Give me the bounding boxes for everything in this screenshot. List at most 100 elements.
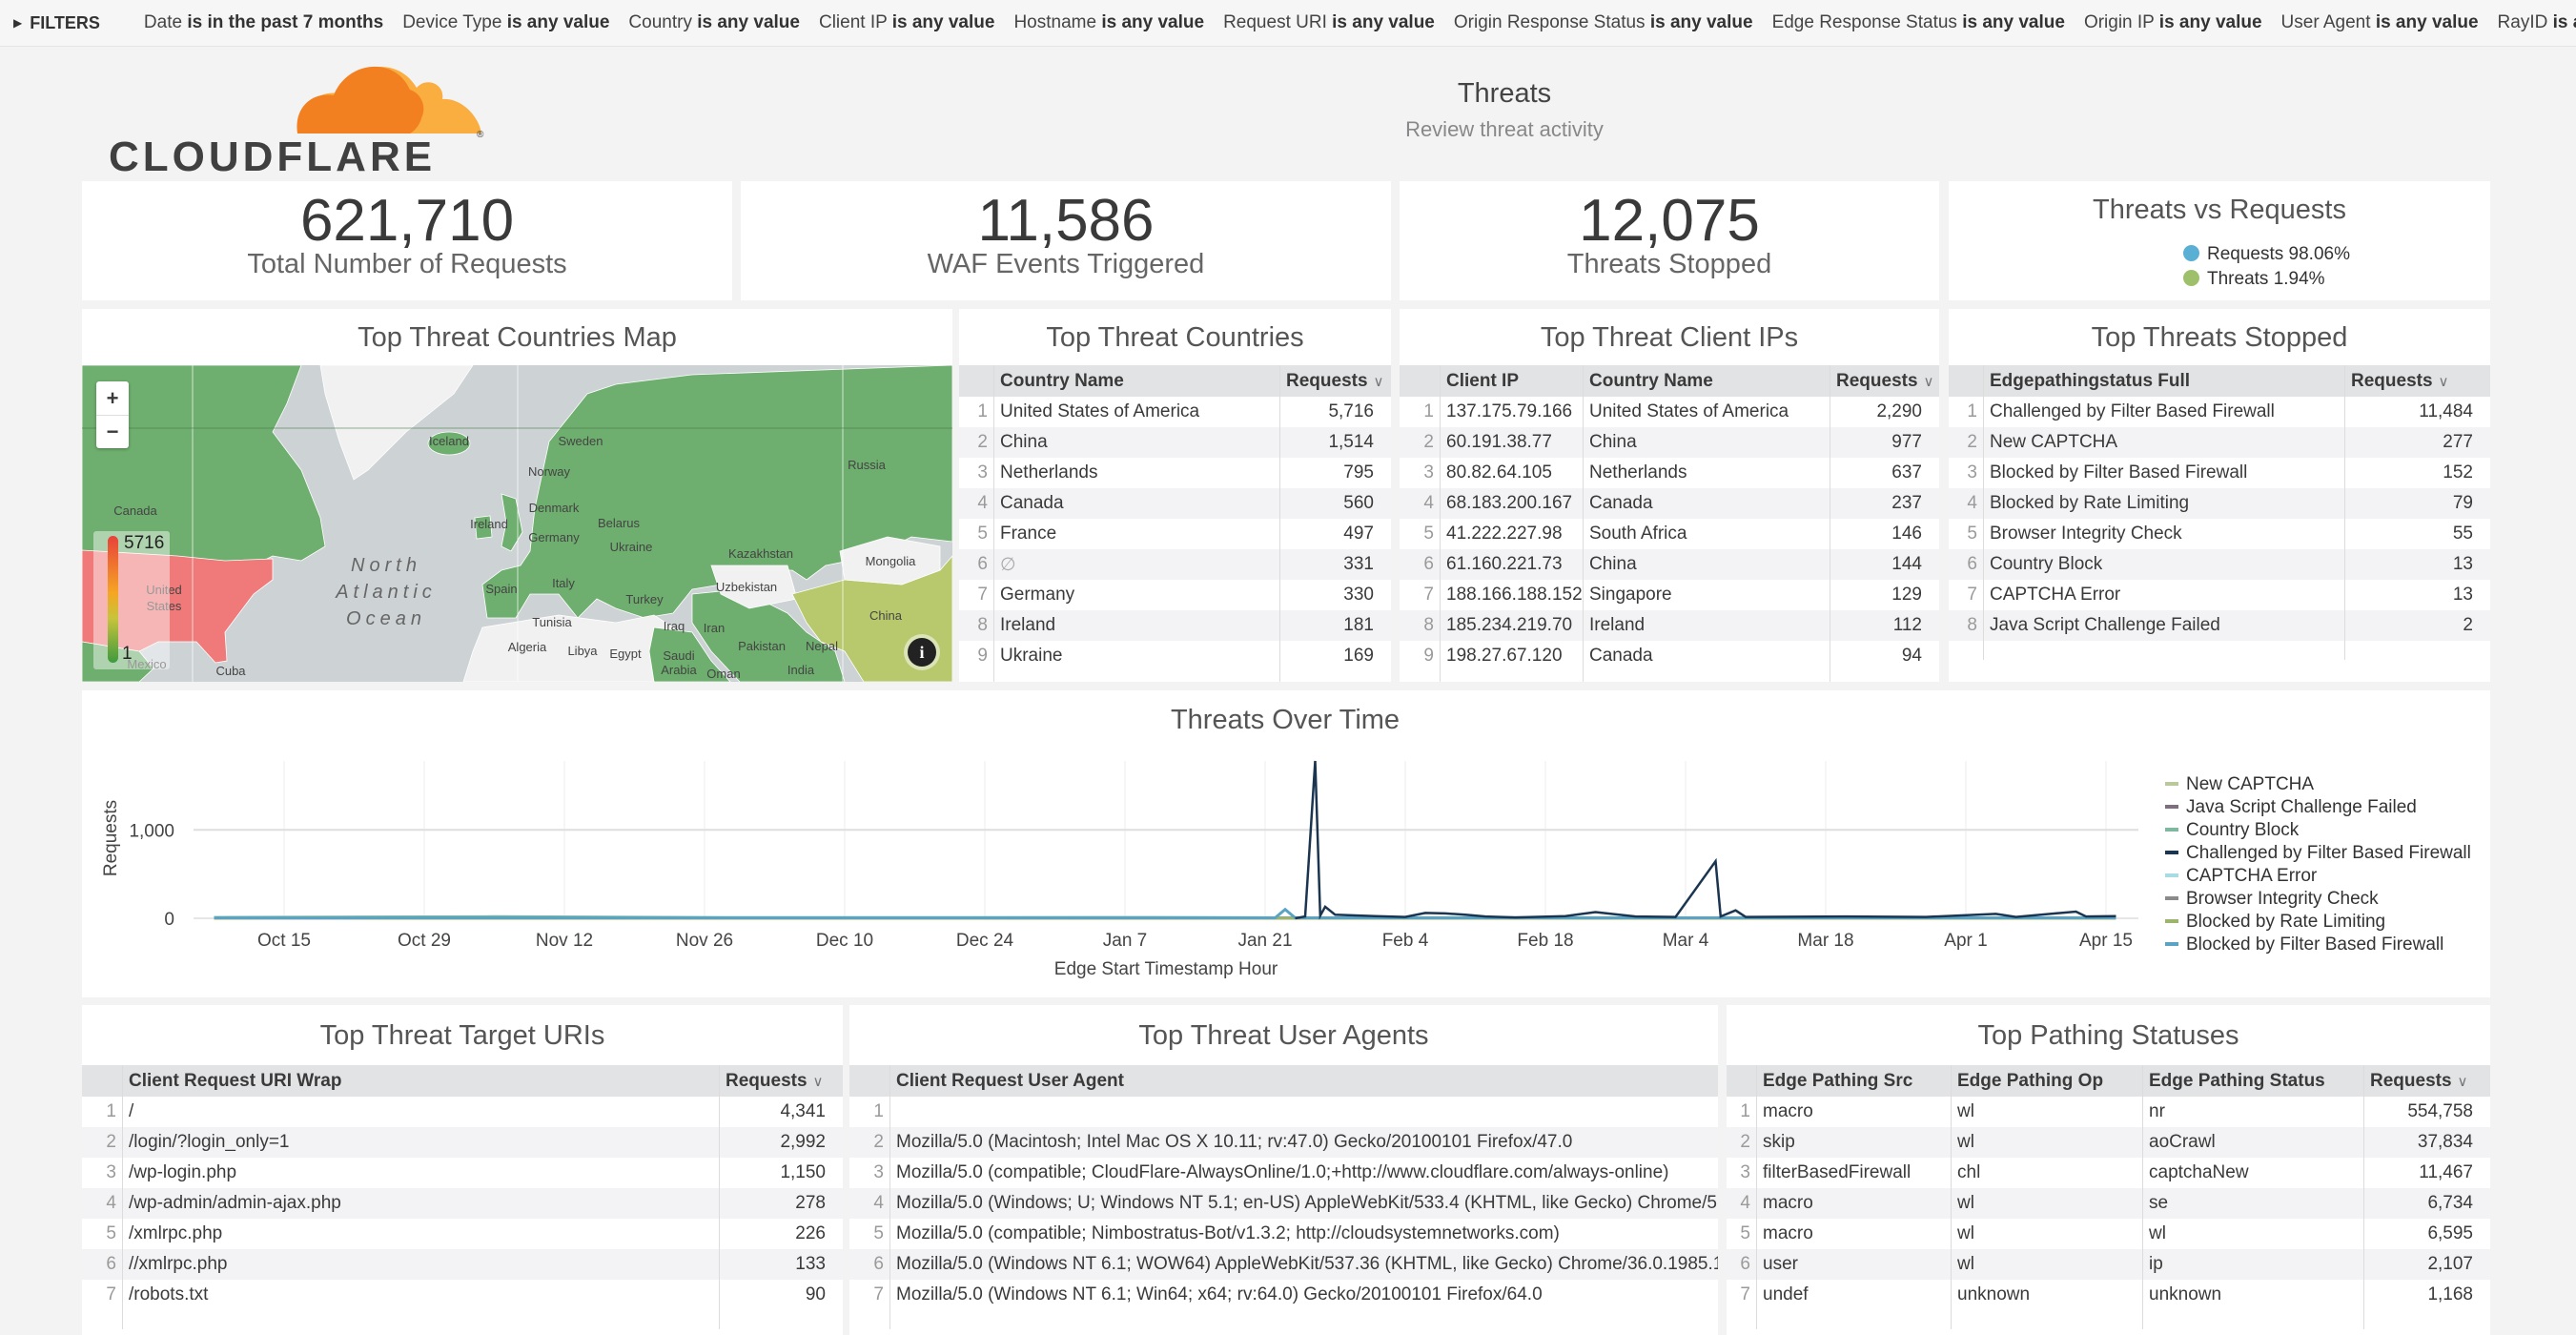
- table-row[interactable]: 6 ∅ 331: [959, 549, 1391, 580]
- sort-descending-icon[interactable]: ∨: [1923, 373, 1934, 390]
- table-row[interactable]: 5 Browser Integrity Check 55: [1949, 519, 2490, 549]
- sort-descending-icon[interactable]: ∨: [1373, 373, 1384, 390]
- zoom-in-button[interactable]: +: [96, 381, 129, 416]
- filter-bar[interactable]: ▶ FILTERS Date is in the past 7 months De…: [0, 0, 2576, 47]
- world-map[interactable]: Iceland Sweden Russia Norway Canada Denmark Ir…: [82, 365, 952, 682]
- table-row[interactable]: 2 skip wl aoCrawl 37,834: [1727, 1127, 2490, 1158]
- country-united-states[interactable]: [82, 549, 274, 664]
- legend-item[interactable]: Blocked by Rate Limiting: [2165, 912, 2385, 932]
- table-row[interactable]: 3 Netherlands 795: [959, 458, 1391, 488]
- filter-item[interactable]: RayID is any val...: [2498, 12, 2576, 32]
- table-row[interactable]: 1 137.175.79.166 United States of America 2…: [1400, 397, 1939, 427]
- table-row[interactable]: 4 Mozilla/5.0 (Windows; U; Windows NT 5.1…: [849, 1188, 1718, 1219]
- table-row[interactable]: 1 United States of America 5,716: [959, 397, 1391, 427]
- country-iceland[interactable]: [427, 431, 471, 456]
- series-line-challenged-by-filter-based-firewall[interactable]: [1295, 760, 2116, 920]
- triangle-right-icon[interactable]: ▶: [13, 16, 23, 30]
- table-row[interactable]: 6 //xmlrpc.php 133: [82, 1249, 843, 1280]
- table-row[interactable]: 1: [849, 1097, 1718, 1127]
- column-header[interactable]: Client IP: [1440, 365, 1583, 397]
- column-header[interactable]: Requests ∨: [1279, 365, 1391, 397]
- table-row[interactable]: 5 macro wl wl 6,595: [1727, 1219, 2490, 1249]
- table-row[interactable]: 7 Mozilla/5.0 (Windows NT 6.1; Win64; x64…: [849, 1280, 1718, 1310]
- legend-item[interactable]: Country Block: [2165, 820, 2300, 840]
- legend-item[interactable]: Java Script Challenge Failed: [2165, 797, 2417, 817]
- table-row[interactable]: 5 France 497: [959, 519, 1391, 549]
- table-row[interactable]: 3 filterBasedFirewall chl captchaNew 11,467: [1727, 1158, 2490, 1188]
- column-header[interactable]: Client Request URI Wrap: [122, 1065, 719, 1097]
- column-header[interactable]: Requests ∨: [719, 1065, 843, 1097]
- table-row[interactable]: 4 Canada 560: [959, 488, 1391, 519]
- table-row[interactable]: 3/wp-login.php 1,150: [82, 1158, 843, 1188]
- filter-item[interactable]: Edge Response Status is any value: [1772, 12, 2065, 32]
- column-header[interactable]: Requests ∨: [2344, 365, 2490, 397]
- table-row[interactable]: 2 China 1,514: [959, 427, 1391, 458]
- table-row[interactable]: 3 Blocked by Filter Based Firewall 152: [1949, 458, 2490, 488]
- country-mexico[interactable]: [82, 641, 154, 682]
- table-row[interactable]: 8 Java Script Challenge Failed 2: [1949, 610, 2490, 641]
- threat-map[interactable]: Iceland Sweden Russia Norway Canada Denmark Ir…: [82, 365, 952, 682]
- filter-item[interactable]: Origin IP is any value: [2084, 12, 2262, 32]
- table-row[interactable]: 4 Blocked by Rate Limiting 79: [1949, 488, 2490, 519]
- zoom-out-button[interactable]: −: [106, 420, 119, 443]
- column-header[interactable]: Edge Pathing Src: [1756, 1065, 1951, 1097]
- table-row[interactable]: 3 Mozilla/5.0 (compatible; CloudFlare-Alw…: [849, 1158, 1718, 1188]
- table-row[interactable]: 3 80.82.64.105 Netherlands 637: [1400, 458, 1939, 488]
- column-header[interactable]: Requests ∨: [2363, 1065, 2490, 1097]
- table-row[interactable]: 9 Ukraine 169: [959, 641, 1391, 671]
- sort-descending-icon[interactable]: ∨: [2438, 373, 2449, 390]
- legend-item[interactable]: Challenged by Filter Based Firewall: [2165, 843, 2471, 863]
- table-row[interactable]: 2 Mozilla/5.0 (Macintosh; Intel Mac OS X …: [849, 1127, 1718, 1158]
- country-mongolia[interactable]: [839, 536, 941, 585]
- sort-descending-icon[interactable]: ∨: [2457, 1073, 2468, 1090]
- filter-item[interactable]: Date is in the past 7 months: [144, 12, 383, 32]
- table-row[interactable]: 6 Mozilla/5.0 (Windows NT 6.1; WOW64) App…: [849, 1249, 1718, 1280]
- table-row[interactable]: 4 macro wl se 6,734: [1727, 1188, 2490, 1219]
- table-row[interactable]: 7/robots.txt 90: [82, 1280, 843, 1310]
- filter-item[interactable]: Country is any value: [628, 12, 800, 32]
- table-row[interactable]: 1 macro wl nr 554,758: [1727, 1097, 2490, 1127]
- table-row[interactable]: 6 user wl ip 2,107: [1727, 1249, 2490, 1280]
- table-row[interactable]: 5 Mozilla/5.0 (compatible; Nimbostratus-B…: [849, 1219, 1718, 1249]
- filter-item[interactable]: User Agent is any value: [2281, 12, 2479, 32]
- table-row[interactable]: 2/login/?login_only=1 2,992: [82, 1127, 843, 1158]
- filter-item[interactable]: Hostname is any value: [1013, 12, 1204, 32]
- sort-descending-icon[interactable]: ∨: [812, 1073, 824, 1090]
- series-line-blocked-by-filter-based-firewall[interactable]: [214, 907, 2116, 919]
- column-header[interactable]: Requests ∨: [1830, 365, 1939, 397]
- column-header[interactable]: Edge Pathing Op: [1951, 1065, 2142, 1097]
- filters-label[interactable]: FILTERS: [30, 12, 100, 32]
- table-row[interactable]: 6 61.160.221.73 China 144: [1400, 549, 1939, 580]
- table-row[interactable]: 5 41.222.227.98 South Africa 146: [1400, 519, 1939, 549]
- filter-item[interactable]: Origin Response Status is any value: [1454, 12, 1753, 32]
- filter-item[interactable]: Client IP is any value: [819, 12, 994, 32]
- column-header[interactable]: Country Name: [993, 365, 1279, 397]
- country-ireland[interactable]: [474, 515, 493, 540]
- filter-item[interactable]: Request URI is any value: [1223, 12, 1435, 32]
- table-row[interactable]: 7 188.166.188.152 Singapore 129: [1400, 580, 1939, 610]
- column-header[interactable]: Country Name: [1583, 365, 1830, 397]
- column-header[interactable]: Client Request User Agent: [889, 1065, 1718, 1097]
- table-row[interactable]: 7 CAPTCHA Error 13: [1949, 580, 2490, 610]
- table-row[interactable]: 1 Challenged by Filter Based Firewall 11,4…: [1949, 397, 2490, 427]
- legend-item[interactable]: New CAPTCHA: [2165, 774, 2314, 794]
- country-saudi-arabia[interactable]: [648, 626, 731, 682]
- legend-item[interactable]: Browser Integrity Check: [2165, 889, 2379, 909]
- table-row[interactable]: 2 New CAPTCHA 277: [1949, 427, 2490, 458]
- table-row[interactable]: 5/xmlrpc.php 226: [82, 1219, 843, 1249]
- table-row[interactable]: 4 68.183.200.167 Canada 237: [1400, 488, 1939, 519]
- table-row[interactable]: 4/wp-admin/admin-ajax.php 278: [82, 1188, 843, 1219]
- column-header[interactable]: Edge Pathing Status: [2142, 1065, 2363, 1097]
- table-row[interactable]: 8 185.234.219.70 Ireland 112: [1400, 610, 1939, 641]
- country-greenland[interactable]: [319, 365, 474, 481]
- table-row[interactable]: 6 Country Block 13: [1949, 549, 2490, 580]
- table-row[interactable]: 9 198.27.67.120 Canada 94: [1400, 641, 1939, 671]
- info-icon[interactable]: i: [908, 638, 936, 667]
- table-row[interactable]: 2 60.191.38.77 China 977: [1400, 427, 1939, 458]
- legend-item[interactable]: Blocked by Filter Based Firewall: [2165, 934, 2443, 955]
- country-uzbekistan[interactable]: [710, 565, 798, 609]
- table-row[interactable]: 8 Ireland 181: [959, 610, 1391, 641]
- column-header[interactable]: Edgepathingstatus Full: [1983, 365, 2344, 397]
- filter-item[interactable]: Device Type is any value: [402, 12, 609, 32]
- table-row[interactable]: 7 Germany 330: [959, 580, 1391, 610]
